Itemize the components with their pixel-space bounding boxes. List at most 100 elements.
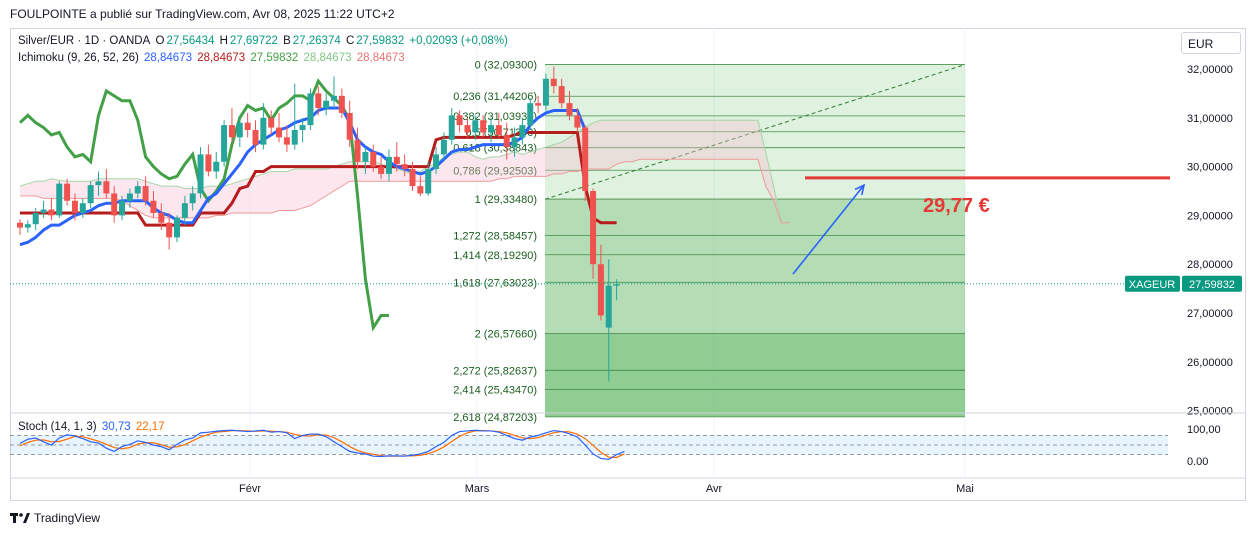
ichimoku-label: Ichimoku (9, 26, 52, 26) bbox=[18, 52, 139, 64]
symbol-title: Silver/EUR · 1D · OANDA bbox=[18, 35, 151, 47]
candle-20 bbox=[174, 215, 180, 243]
change-value: +0,02093 (+0,08%) bbox=[409, 35, 508, 47]
time-label-2: Avr bbox=[706, 483, 723, 495]
chart-frame bbox=[10, 28, 1246, 501]
fib-level-label-10: 2 (26,57660) bbox=[475, 329, 537, 341]
candle-body-24 bbox=[205, 154, 212, 172]
candle-body-68 bbox=[550, 78, 557, 87]
candle-body-50 bbox=[409, 169, 416, 187]
candle-38 bbox=[315, 86, 322, 116]
fib-zone-9 bbox=[545, 282, 965, 334]
target-label: 29,77 € bbox=[923, 195, 990, 217]
price-badge-text: 27,59832 bbox=[1189, 279, 1235, 291]
candle-body-41 bbox=[338, 95, 345, 113]
stoch-tick-1: 0.00 bbox=[1187, 456, 1208, 468]
chikou-span-line bbox=[18, 78, 389, 332]
candle-body-70 bbox=[566, 103, 573, 116]
candle-21 bbox=[181, 195, 188, 226]
stoch-tick-0: 100,00 bbox=[1187, 424, 1221, 436]
candle-body-48 bbox=[393, 156, 400, 165]
candle-23 bbox=[197, 147, 204, 199]
stoch-d-value: 22,17 bbox=[135, 421, 165, 433]
candle-body-35 bbox=[291, 130, 298, 145]
candle-33 bbox=[276, 112, 283, 143]
fib-level-label-11: 2,272 (25,82637) bbox=[453, 365, 537, 377]
candle-4 bbox=[48, 198, 55, 221]
candle-19 bbox=[166, 212, 173, 250]
candle-28 bbox=[236, 117, 243, 148]
candle-body-11 bbox=[103, 181, 110, 194]
candle-1 bbox=[24, 220, 31, 233]
candle-body-4 bbox=[48, 209, 55, 216]
fib-trend-line bbox=[544, 64, 966, 200]
price-tick-3: 29,00000 bbox=[1187, 210, 1233, 222]
candle-body-32 bbox=[268, 117, 275, 128]
fib-zone-1 bbox=[545, 96, 965, 116]
candle-body-18 bbox=[158, 212, 165, 223]
candle-58 bbox=[472, 115, 479, 140]
candle-61 bbox=[495, 112, 502, 138]
last-price-badge: XAGEUR 27,59832 bbox=[1125, 275, 1242, 292]
close-label: C bbox=[345, 35, 355, 47]
candle-49 bbox=[401, 154, 408, 177]
symbol-badge-text: XAGEUR bbox=[1129, 279, 1176, 291]
candle-29 bbox=[244, 112, 251, 138]
projection-arrow-head bbox=[854, 183, 866, 196]
candle-body-53 bbox=[433, 154, 440, 170]
candle-body-57 bbox=[464, 125, 471, 133]
fib-zone-0 bbox=[545, 64, 965, 97]
candle-31 bbox=[260, 103, 267, 150]
candle-body-60 bbox=[488, 125, 494, 133]
candle-body-0 bbox=[17, 222, 23, 228]
candle-body-65 bbox=[527, 103, 534, 126]
candle-body-58 bbox=[472, 120, 479, 133]
candle-body-61 bbox=[495, 125, 502, 135]
price-tick-0: 32,00000 bbox=[1187, 64, 1233, 76]
candle-body-62 bbox=[503, 134, 510, 148]
fib-zone-5 bbox=[545, 170, 965, 200]
stoch-band bbox=[10, 435, 1168, 455]
candle-10 bbox=[95, 171, 102, 196]
time-label-0: Févr bbox=[239, 483, 261, 495]
price-tick-5: 27,00000 bbox=[1187, 308, 1233, 320]
candle-body-76 bbox=[613, 284, 620, 286]
candle-6 bbox=[64, 178, 71, 206]
candle-24 bbox=[205, 144, 212, 177]
candle-body-8 bbox=[79, 203, 86, 213]
candle-63 bbox=[511, 127, 518, 157]
candle-body-14 bbox=[126, 193, 133, 201]
candle-body-54 bbox=[440, 139, 447, 155]
candle-46 bbox=[378, 156, 385, 179]
projection-arrow-line bbox=[792, 184, 865, 275]
candle-body-44 bbox=[362, 151, 369, 162]
candle-27 bbox=[228, 108, 235, 143]
ichimoku-tenkan-value: 28,84673 bbox=[144, 52, 192, 64]
candle-body-15 bbox=[134, 186, 141, 194]
candle-body-2 bbox=[32, 212, 39, 225]
candle-body-67 bbox=[542, 78, 549, 106]
candle-2 bbox=[32, 208, 39, 231]
candle-body-51 bbox=[417, 186, 424, 194]
stoch-legend: Stoch (14, 1, 3) 30,73 22,17 bbox=[18, 421, 167, 433]
high-value: 27,69722 bbox=[229, 35, 278, 47]
candle-body-42 bbox=[346, 112, 353, 140]
fib-zone-11 bbox=[545, 370, 965, 390]
footer-brand[interactable]: TradingView bbox=[10, 511, 100, 525]
candle-16 bbox=[142, 176, 149, 206]
candle-37 bbox=[307, 88, 314, 130]
candle-45 bbox=[370, 144, 377, 172]
candle-body-33 bbox=[276, 127, 283, 138]
candle-body-45 bbox=[370, 151, 377, 167]
high-label: H bbox=[219, 35, 228, 47]
candle-body-49 bbox=[401, 164, 408, 170]
candle-60 bbox=[488, 117, 494, 143]
candle-body-23 bbox=[197, 154, 204, 194]
fib-zone-7 bbox=[545, 235, 965, 255]
candle-body-71 bbox=[574, 115, 581, 128]
currency-button[interactable]: EUR bbox=[1181, 32, 1241, 54]
time-label-1: Mars bbox=[465, 483, 490, 495]
candle-43 bbox=[354, 127, 361, 170]
fib-level-label-0: 0 (32,09300) bbox=[475, 59, 537, 71]
price-tick-4: 28,00000 bbox=[1187, 259, 1233, 271]
